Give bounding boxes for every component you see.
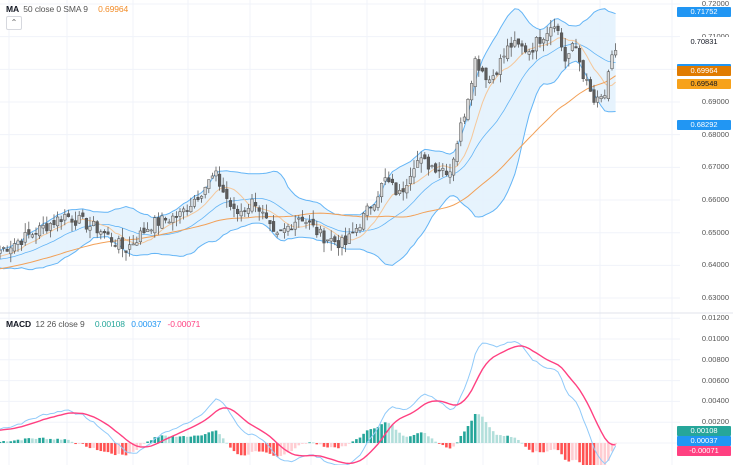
price-tag: 0.70831 [677,37,731,48]
macd-signal-value: -0.00071 [167,319,201,329]
price-scale-label: 0.67000 [701,162,729,172]
macd-legend-params: 12 26 close 9 [35,319,85,329]
macd-tag: 0.00037 [677,436,731,446]
macd-tag: 0.00108 [677,426,731,436]
chevron-up-icon: ⌃ [10,18,18,27]
bollinger-fill [0,8,616,270]
price-tag: 0.71752 [677,7,731,18]
ma-legend[interactable]: MA 50 close 0 SMA 9 0.69964 [6,4,128,14]
macd-line-value: 0.00037 [131,319,162,329]
price-tag: 0.68292 [677,120,731,131]
macd-legend-title: MACD [6,319,32,329]
price-scale-label: 0.71000 [701,31,729,41]
macd-scale-label: 0.01000 [701,334,729,343]
macd-tag: -0.00071 [677,446,731,456]
macd-legend[interactable]: MACD 12 26 close 9 0.00108 0.00037 -0.00… [6,319,200,329]
ma-legend-params: 50 close 0 SMA 9 [23,4,88,14]
price-scale-label: 0.68000 [701,129,729,139]
price-scale-label: 0.63000 [701,293,729,303]
macd-scale-label: 0.01200 [701,313,729,323]
price-scale-label: 0.72000 [701,0,729,8]
price-scale-label: 0.65000 [701,227,729,237]
macd-hist-value: 0.00108 [94,319,125,329]
price-scale-label: 0.66000 [701,195,729,205]
macd-scale-label: 0.00600 [701,375,729,385]
ma-legend-title: MA [6,4,20,14]
ma-legend-value: 0.69964 [98,4,129,14]
price-scale-label: 0.64000 [701,260,729,270]
macd-scale-label: 0.00200 [701,417,729,427]
macd-scale-label: 0.00800 [701,354,729,364]
price-tag: 0.69964 [677,65,731,76]
price-scale-label: 0.69000 [701,97,729,106]
collapse-legend-button[interactable]: ⌃ [6,16,22,30]
macd-scale-label: 0.00400 [701,396,729,406]
price-tag: 0.69548 [677,79,731,90]
